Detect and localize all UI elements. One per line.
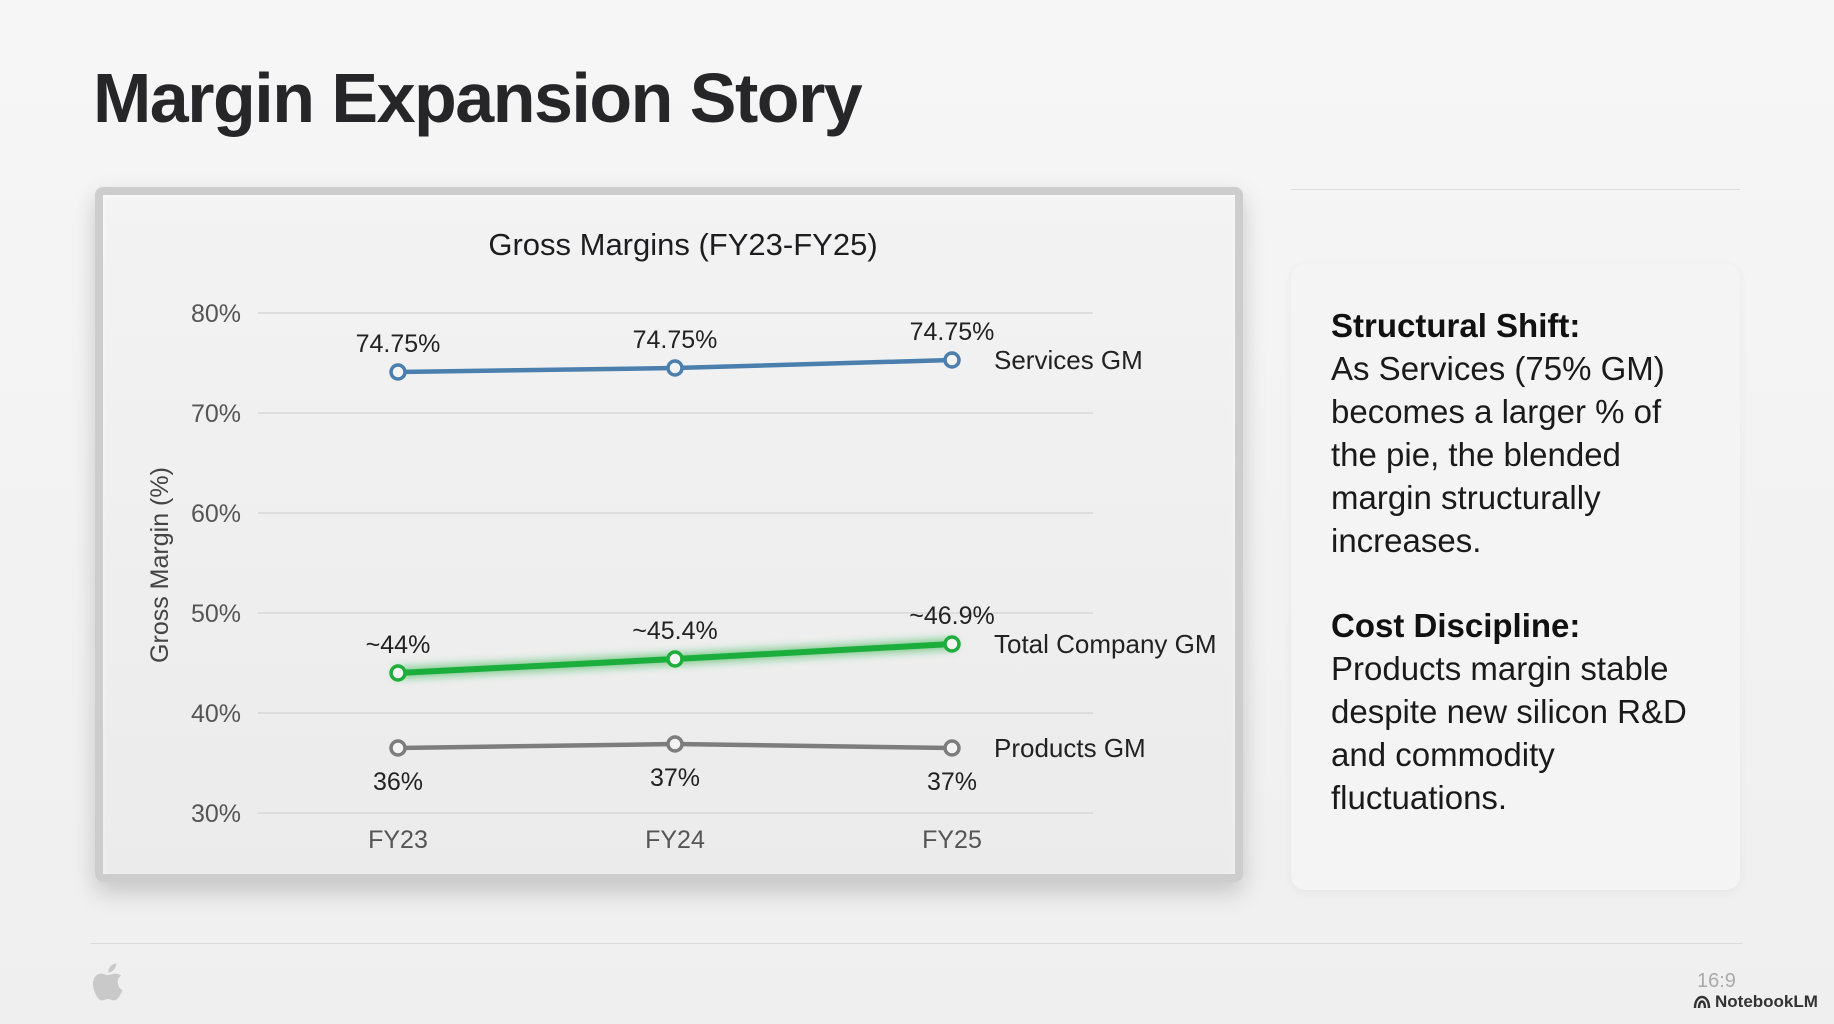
series-label: Products GM (994, 733, 1146, 763)
data-label: 37% (927, 768, 977, 796)
chart-title: Gross Margins (FY23-FY25) (488, 227, 877, 262)
brand-name: NotebookLM (1715, 992, 1818, 1011)
data-point (389, 739, 407, 757)
data-label: ~44% (366, 631, 431, 659)
y-tick-label: 30% (191, 800, 241, 828)
insight-panel: Structural Shift: As Services (75% GM) b… (1291, 264, 1740, 890)
brand-label: NotebookLM (1693, 992, 1818, 1012)
insight-text: Products margin stable despite new silic… (1331, 650, 1687, 816)
data-label: 36% (373, 768, 423, 796)
y-tick-label: 70% (191, 400, 241, 428)
data-point (943, 635, 961, 653)
data-label: ~45.4% (632, 617, 718, 645)
gross-margin-chart: 30% 40% 50% 60% 70% 80% FY23 FY24 FY25 74.75% 74.… (146, 227, 1217, 854)
divider (1291, 189, 1740, 190)
insight-cost-discipline: Cost Discipline: Products margin stable … (1331, 604, 1704, 819)
data-point (666, 359, 684, 377)
notebooklm-icon (1693, 995, 1711, 1009)
insight-text: As Services (75% GM) becomes a larger % … (1331, 350, 1665, 559)
x-tick-label: FY23 (368, 826, 428, 854)
chart-card: 30% 40% 50% 60% 70% 80% FY23 FY24 FY25 74.75% 74.… (95, 187, 1243, 882)
data-label: 74.75% (356, 330, 441, 358)
x-tick-label: FY25 (922, 826, 982, 854)
x-tick-label: FY24 (645, 826, 705, 854)
data-point (389, 363, 407, 381)
data-label: 74.75% (633, 326, 718, 354)
y-tick-label: 60% (191, 500, 241, 528)
data-point (389, 664, 407, 682)
y-tick-label: 40% (191, 700, 241, 728)
y-tick-label: 50% (191, 600, 241, 628)
data-label: 74.75% (910, 318, 995, 346)
data-point (666, 735, 684, 753)
data-label: 37% (650, 764, 700, 792)
insight-structural-shift: Structural Shift: As Services (75% GM) b… (1331, 304, 1704, 562)
footer-divider (91, 943, 1742, 944)
page-title: Margin Expansion Story (93, 59, 863, 137)
y-tick-label: 80% (191, 300, 241, 328)
data-point (666, 650, 684, 668)
insight-heading: Cost Discipline: (1331, 607, 1581, 644)
data-point (943, 739, 961, 757)
series-label: Total Company GM (994, 629, 1217, 659)
data-label: ~46.9% (909, 602, 995, 630)
y-axis-label: Gross Margin (%) (146, 467, 174, 663)
aspect-ratio-label: 16:9 (1697, 970, 1736, 992)
data-point (943, 351, 961, 369)
insight-heading: Structural Shift: (1331, 307, 1581, 344)
apple-logo-icon (93, 963, 123, 1001)
series-label: Services GM (994, 345, 1143, 375)
